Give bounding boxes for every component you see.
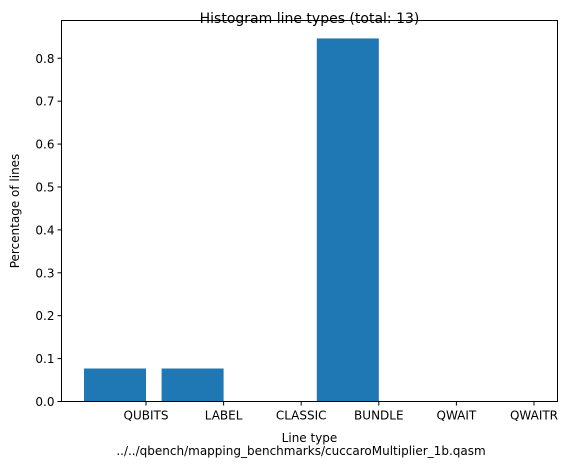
bar-bundle	[316, 38, 379, 402]
bar-label	[161, 368, 224, 402]
x-tick-label: CLASSIC	[276, 409, 327, 423]
x-axis-label: Line type	[282, 431, 338, 445]
y-tick-label: 0.8	[35, 52, 54, 66]
y-tick-label: 0.5	[35, 180, 54, 194]
y-tick-label: 0.2	[35, 309, 54, 323]
bars-group	[84, 38, 379, 402]
bar-qubits	[84, 368, 146, 402]
x-tick-label: QWAIT	[437, 409, 477, 423]
x-tick-label: BUNDLE	[354, 409, 404, 423]
x-tick-label: QUBITS	[124, 409, 169, 423]
x-ticks-group: QUBITS LABEL CLASSIC BUNDLE QWAIT QWAITR	[124, 401, 558, 423]
plot-frame	[61, 20, 558, 402]
y-tick-label: 0.1	[35, 352, 54, 366]
y-ticks-group: 0.0 0.1 0.2 0.3 0.4 0.5 0.6 0.7 0.8	[35, 52, 62, 409]
chart-title: Histogram line types (total: 13)	[200, 11, 420, 27]
y-tick-label: 0.4	[35, 223, 54, 237]
x-tick-label: LABEL	[205, 409, 243, 423]
y-tick-label: 0.6	[35, 138, 54, 152]
chart-source-file: ../../qbench/mapping_benchmarks/cuccaroM…	[116, 444, 485, 458]
y-tick-label: 0.0	[35, 395, 54, 409]
x-tick-label: QWAITR	[510, 409, 558, 423]
y-tick-label: 0.7	[35, 95, 54, 109]
y-tick-label: 0.3	[35, 266, 54, 280]
y-axis-label: Percentage of lines	[8, 154, 22, 269]
